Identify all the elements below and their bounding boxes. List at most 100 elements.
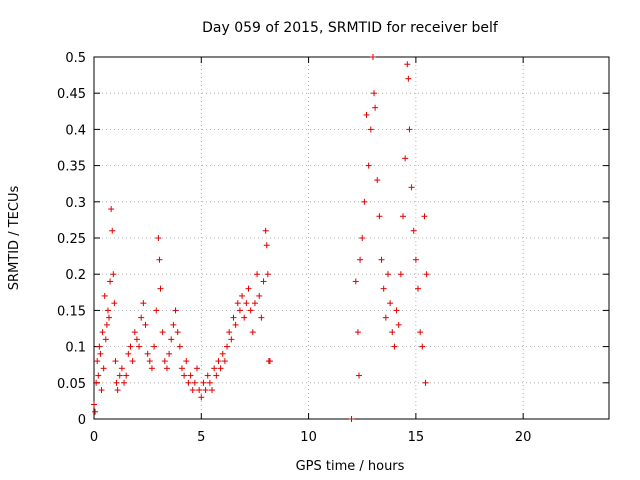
data-point (118, 365, 125, 372)
data-point (405, 75, 412, 82)
y-tick-label: 0.4 (65, 123, 86, 138)
data-point (181, 372, 188, 379)
data-point (221, 358, 228, 365)
data-point (217, 365, 224, 372)
y-tick-label: 0.1 (65, 341, 86, 356)
data-point (170, 321, 177, 328)
data-point (106, 314, 113, 321)
data-point (423, 271, 430, 278)
data-point (419, 343, 426, 350)
data-point (260, 278, 267, 285)
data-point (153, 307, 160, 314)
data-point (100, 365, 107, 372)
data-point (256, 292, 263, 299)
data-point (226, 329, 233, 336)
data-point (264, 271, 271, 278)
data-point (107, 278, 114, 285)
x-tick-label: 15 (408, 430, 425, 445)
data-point (263, 242, 270, 249)
data-point (166, 350, 173, 357)
data-point (174, 329, 181, 336)
data-point (123, 372, 130, 379)
data-point (93, 379, 100, 386)
data-point (382, 314, 389, 321)
data-point (168, 336, 175, 343)
data-point (113, 379, 120, 386)
data-point (133, 336, 140, 343)
data-point (185, 379, 192, 386)
data-point (178, 365, 185, 372)
x-tick-label: 10 (300, 430, 317, 445)
data-point (125, 350, 132, 357)
data-point (348, 416, 355, 422)
data-point (109, 227, 116, 234)
x-tick-label: 5 (197, 430, 205, 445)
data-point (402, 155, 409, 162)
data-point (209, 387, 216, 394)
data-points (91, 54, 430, 422)
data-point (136, 343, 143, 350)
data-point (191, 379, 198, 386)
y-tick-label: 0.35 (57, 160, 86, 175)
data-point (159, 329, 166, 336)
data-point (397, 271, 404, 278)
data-point (112, 358, 119, 365)
data-point (228, 336, 235, 343)
data-point (91, 401, 97, 408)
data-point (372, 104, 379, 111)
data-point (103, 321, 110, 328)
data-point (371, 90, 378, 97)
data-point (224, 343, 231, 350)
y-tick-label: 0.5 (65, 51, 86, 66)
data-point (157, 285, 164, 292)
data-point (395, 321, 402, 328)
data-point (98, 387, 105, 394)
data-point (155, 235, 162, 241)
data-point (359, 235, 366, 241)
data-point (215, 358, 222, 365)
data-point (161, 358, 168, 365)
data-point (369, 54, 376, 60)
data-point (127, 343, 134, 350)
data-point (380, 285, 387, 292)
data-point (189, 387, 196, 394)
data-point (352, 278, 359, 285)
y-tick-label: 0.05 (57, 377, 86, 392)
data-point (243, 300, 250, 307)
data-point (111, 300, 118, 307)
data-point (249, 329, 256, 336)
data-point (196, 387, 203, 394)
data-point (391, 343, 398, 350)
data-point (129, 358, 136, 365)
data-point (102, 336, 109, 343)
data-point (131, 329, 138, 336)
data-point (230, 314, 237, 321)
data-point (110, 271, 117, 278)
data-point (99, 329, 106, 336)
data-point (144, 350, 151, 357)
data-point (354, 329, 361, 336)
data-point (406, 126, 413, 133)
y-tick-label: 0 (78, 413, 86, 428)
data-point (387, 300, 394, 307)
data-point (412, 256, 419, 263)
data-point (211, 365, 218, 372)
y-tick-label: 0.25 (57, 232, 86, 247)
data-point (140, 300, 147, 307)
grid (94, 57, 609, 419)
data-point (97, 350, 104, 357)
y-tick-label: 0.3 (65, 196, 86, 211)
data-point (146, 358, 153, 365)
y-axis-label: SRMTID / TECUs (7, 186, 22, 291)
data-point (384, 271, 391, 278)
data-point (241, 314, 248, 321)
data-point (92, 408, 99, 415)
data-point (183, 358, 190, 365)
data-point (194, 365, 200, 372)
y-tick-label: 0.15 (57, 304, 86, 319)
data-point (104, 307, 111, 314)
x-tick-label: 20 (515, 430, 532, 445)
data-point (114, 387, 121, 394)
data-point (258, 314, 265, 321)
